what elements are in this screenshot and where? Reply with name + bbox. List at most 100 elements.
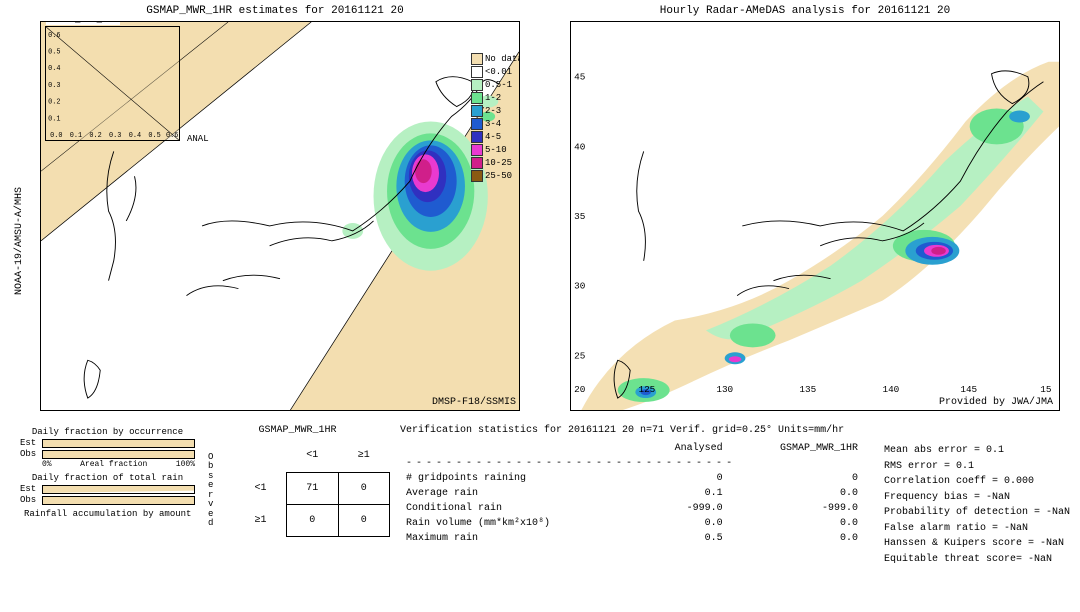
right-swath-label: DMSP-F18/SSMIS xyxy=(432,397,516,408)
legend-swatch xyxy=(471,118,483,130)
legend-label: 10-25 xyxy=(485,158,512,168)
colorbar-legend: No data <0.01 0.5-1 1-2 2-3 3-44-5 5-10 10-2525… xyxy=(471,52,520,182)
legend-label: <0.01 xyxy=(485,67,512,77)
cell-01: 0 xyxy=(338,472,389,504)
svg-text:0.4: 0.4 xyxy=(129,132,141,140)
matrix-title: GSMAP_MWR_1HR xyxy=(205,425,390,436)
svg-text:0.1: 0.1 xyxy=(48,115,60,123)
svg-text:0.4: 0.4 xyxy=(48,65,60,73)
svg-text:15: 15 xyxy=(1040,384,1051,395)
legend-label: 3-4 xyxy=(485,119,501,129)
metric-line: Equitable threat score= -NaN xyxy=(884,552,1070,568)
legend-swatch xyxy=(471,79,483,91)
left-side-label: NOAA-19/AMSU-A/MHS xyxy=(14,187,25,295)
legend-swatch xyxy=(471,157,483,169)
cell-11: 0 xyxy=(338,504,389,536)
est-label-2: Est xyxy=(20,484,42,494)
legend-item: 25-50 xyxy=(471,169,520,182)
legend-swatch xyxy=(471,105,483,117)
cell-10: 0 xyxy=(287,504,339,536)
col-analysed: Analysed xyxy=(640,442,727,455)
svg-text:0.6: 0.6 xyxy=(166,132,178,140)
occurrence-title: Daily fraction by occurrence xyxy=(20,427,195,437)
obs-occ-bar xyxy=(43,451,194,458)
legend-swatch xyxy=(471,92,483,104)
right-map-title: Hourly Radar-AMeDAS analysis for 2016112… xyxy=(540,5,1070,19)
scale-left: 0% xyxy=(42,460,52,469)
totalrain-title: Daily fraction of total rain xyxy=(20,473,195,483)
bottom-stats-row: Daily fraction by occurrence Est Obs 0% … xyxy=(0,420,1080,567)
obs-label: Obs xyxy=(20,449,42,459)
svg-text:0.1: 0.1 xyxy=(70,132,82,140)
scale-center: Areal fraction xyxy=(80,460,147,469)
stats-row: Conditional rain-999.0-999.0 xyxy=(402,502,862,515)
provider-label: Provided by JWA/JMA xyxy=(939,397,1053,408)
legend-swatch xyxy=(471,170,483,182)
svg-text:135: 135 xyxy=(799,384,816,395)
anal-label: ANAL xyxy=(187,134,209,144)
legend-item: 4-5 xyxy=(471,130,520,143)
svg-text:0.5: 0.5 xyxy=(148,132,160,140)
svg-text:35: 35 xyxy=(574,211,585,222)
left-map-panel: GSMAP_MWR_1HR estimates for 20161121 20 xyxy=(10,5,540,420)
legend-swatch xyxy=(471,131,483,143)
metric-line: False alarm ratio = -NaN xyxy=(884,521,1070,537)
legend-item: 0.5-1 xyxy=(471,78,520,91)
metric-line: Probability of detection = -NaN xyxy=(884,505,1070,521)
legend-item: <0.01 xyxy=(471,65,520,78)
matrix-row2: ≥1 xyxy=(235,504,287,536)
right-map-frame: 20 125130 135140 14515 4540 3530 25 Prov… xyxy=(570,21,1060,411)
svg-text:130: 130 xyxy=(716,384,733,395)
totalrain-bars: Est Obs xyxy=(20,484,195,505)
legend-swatch xyxy=(471,144,483,156)
svg-text:40: 40 xyxy=(574,142,585,153)
metrics-list: Mean abs error = 0.1RMS error = 0.1Corre… xyxy=(884,425,1070,567)
legend-item: 2-3 xyxy=(471,104,520,117)
matrix-row1: <1 xyxy=(235,472,287,504)
legend-swatch xyxy=(471,53,483,65)
legend-label: 2-3 xyxy=(485,106,501,116)
observed-vertical-label: Observed xyxy=(208,453,218,529)
legend-label: 5-10 xyxy=(485,145,507,155)
contingency-matrix-column: Observed GSMAP_MWR_1HR <1≥1 <1 71 0 ≥1 0… xyxy=(205,425,390,567)
legend-item: 3-4 xyxy=(471,117,520,130)
stats-table: AnalysedGSMAP_MWR_1HR - - - - - - - - - … xyxy=(400,440,864,547)
maps-row: GSMAP_MWR_1HR estimates for 20161121 20 xyxy=(0,0,1080,420)
legend-label: 1-2 xyxy=(485,93,501,103)
metric-line: Hanssen & Kuipers score = -NaN xyxy=(884,536,1070,552)
matrix-col2: ≥1 xyxy=(338,440,389,472)
contingency-table: <1≥1 <1 71 0 ≥1 0 0 xyxy=(235,440,390,537)
stats-row: # gridpoints raining00 xyxy=(402,472,862,485)
svg-text:140: 140 xyxy=(882,384,899,395)
stats-row: Rain volume (mm*km²x10⁸)0.00.0 xyxy=(402,517,862,530)
left-map-title: GSMAP_MWR_1HR estimates for 20161121 20 xyxy=(10,5,540,19)
svg-text:0.2: 0.2 xyxy=(89,132,101,140)
metric-line: Frequency bias = -NaN xyxy=(884,490,1070,506)
svg-text:20: 20 xyxy=(574,384,585,395)
cell-00: 71 xyxy=(287,472,339,504)
svg-text:0.5: 0.5 xyxy=(48,49,60,57)
legend-item: 5-10 xyxy=(471,143,520,156)
stats-row: Maximum rain0.50.0 xyxy=(402,532,862,545)
obs-rain-bar xyxy=(43,497,194,504)
legend-label: 0.5-1 xyxy=(485,80,512,90)
accum-title: Rainfall accumulation by amount xyxy=(24,509,195,519)
inset-title: GSMAP_MWR_1HR xyxy=(46,21,120,25)
legend-item: 1-2 xyxy=(471,91,520,104)
metric-line: RMS error = 0.1 xyxy=(884,459,1070,475)
legend-label: No data xyxy=(485,54,520,64)
metric-line: Mean abs error = 0.1 xyxy=(884,443,1070,459)
est-label: Est xyxy=(20,438,42,448)
dash-separator: - - - - - - - - - - - - - - - - - - - - … xyxy=(402,457,862,470)
inset-chart: GSMAP_MWR_1HR 0.60.50.4 0.30.20.1 0.00.1… xyxy=(45,26,180,141)
est-occ-bar xyxy=(43,440,194,447)
bar-charts-column: Daily fraction by occurrence Est Obs 0% … xyxy=(20,425,195,567)
left-map-frame: GSMAP_MWR_1HR 0.60.50.4 0.30.20.1 0.00.1… xyxy=(40,21,520,411)
scale-right: 100% xyxy=(176,460,195,469)
right-map-panel: Hourly Radar-AMeDAS analysis for 2016112… xyxy=(540,5,1070,420)
obs-label-2: Obs xyxy=(20,495,42,505)
legend-item: No data xyxy=(471,52,520,65)
est-rain-track xyxy=(42,485,195,494)
svg-text:125: 125 xyxy=(638,384,655,395)
stats-column: Verification statistics for 20161121 20 … xyxy=(400,425,1070,567)
